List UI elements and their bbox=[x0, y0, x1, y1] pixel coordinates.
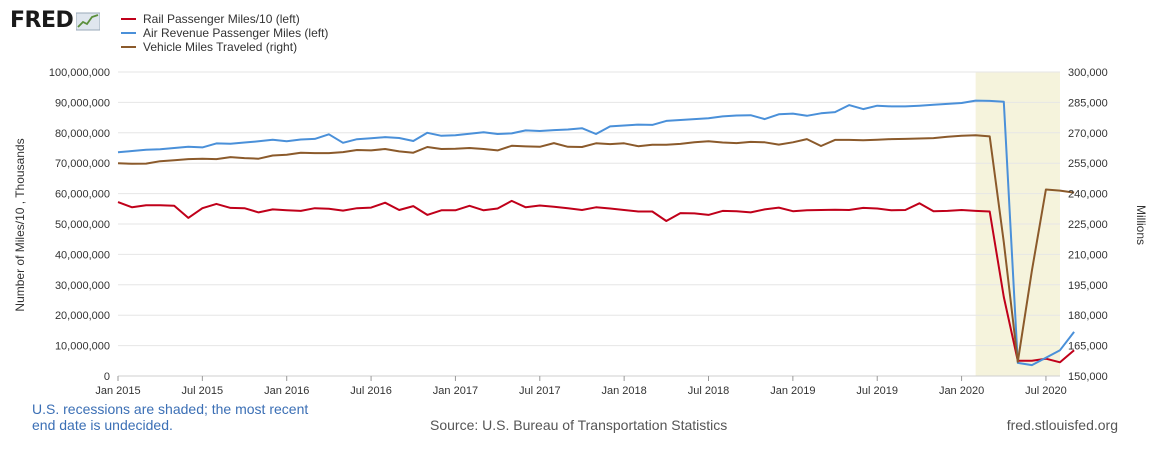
y-tick-label-left: 10,000,000 bbox=[55, 341, 110, 353]
legend-swatch-air bbox=[121, 32, 136, 34]
legend-item-vehicle: Vehicle Miles Traveled (right) bbox=[121, 40, 328, 54]
fred-logo[interactable]: FRED bbox=[10, 8, 101, 33]
legend-swatch-rail bbox=[121, 18, 136, 20]
legend-label-vehicle: Vehicle Miles Traveled (right) bbox=[143, 40, 298, 54]
y-tick-label-left: 60,000,000 bbox=[55, 189, 110, 201]
x-tick-label: Jul 2017 bbox=[519, 385, 561, 397]
y-tick-label-left: 80,000,000 bbox=[55, 128, 110, 140]
fred-logo-text: FRED bbox=[10, 8, 74, 33]
legend-swatch-vehicle bbox=[121, 46, 136, 48]
x-tick-label: Jan 2017 bbox=[433, 385, 478, 397]
x-tick-label: Jan 2015 bbox=[95, 385, 140, 397]
source-text: Source: U.S. Bureau of Transportation St… bbox=[430, 417, 728, 433]
y-tick-label-right: 255,000 bbox=[1068, 158, 1108, 170]
x-tick-label: Jan 2018 bbox=[602, 385, 647, 397]
chart-legend: Rail Passenger Miles/10 (left) Air Reven… bbox=[121, 12, 328, 54]
y-tick-label-right: 180,000 bbox=[1068, 310, 1108, 322]
x-tick-label: Jan 2016 bbox=[264, 385, 309, 397]
x-tick-label: Jan 2019 bbox=[770, 385, 815, 397]
x-tick-label: Jul 2016 bbox=[350, 385, 392, 397]
y-axis-label-right: Millions bbox=[1134, 205, 1148, 245]
y-tick-label-right: 285,000 bbox=[1068, 97, 1108, 109]
y-tick-label-left: 50,000,000 bbox=[55, 219, 110, 231]
y-tick-label-right: 225,000 bbox=[1068, 219, 1108, 231]
y-tick-label-left: 100,000,000 bbox=[49, 67, 110, 79]
y-tick-label-right: 210,000 bbox=[1068, 249, 1108, 261]
y-tick-label-left: 40,000,000 bbox=[55, 249, 110, 261]
series-line-rail bbox=[117, 199, 1075, 364]
y-tick-label-right: 240,000 bbox=[1068, 189, 1108, 201]
legend-label-rail: Rail Passenger Miles/10 (left) bbox=[143, 12, 300, 26]
y-tick-label-right: 150,000 bbox=[1068, 371, 1108, 383]
x-tick-label: Jul 2020 bbox=[1025, 385, 1067, 397]
y-tick-label-left: 30,000,000 bbox=[55, 280, 110, 292]
y-tick-label-left: 90,000,000 bbox=[55, 97, 110, 109]
legend-label-air: Air Revenue Passenger Miles (left) bbox=[143, 26, 329, 40]
y-tick-label-left: 70,000,000 bbox=[55, 158, 110, 170]
series-line-air bbox=[117, 99, 1075, 367]
line-chart: 0 10,000,000 20,000,000 30,000,000 40,000,00… bbox=[13, 67, 1148, 397]
site-link[interactable]: fred.stlouisfed.org bbox=[1006, 417, 1118, 433]
series-line-vehicle bbox=[117, 134, 1075, 363]
x-tick-label: Jan 2020 bbox=[939, 385, 984, 397]
x-tick-label: Jul 2015 bbox=[182, 385, 224, 397]
y-tick-label-right: 195,000 bbox=[1068, 280, 1108, 292]
x-tick-label: Jul 2019 bbox=[856, 385, 898, 397]
legend-item-rail: Rail Passenger Miles/10 (left) bbox=[121, 12, 328, 26]
fred-line-chart-icon bbox=[76, 12, 101, 30]
y-tick-label-left: 20,000,000 bbox=[55, 310, 110, 322]
legend-item-air: Air Revenue Passenger Miles (left) bbox=[121, 26, 328, 40]
recession-note: U.S. recessions are shaded; the most rec… bbox=[32, 401, 309, 433]
y-tick-label-right: 300,000 bbox=[1068, 67, 1108, 79]
y-tick-label-right: 270,000 bbox=[1068, 128, 1108, 140]
y-tick-label-right: 165,000 bbox=[1068, 341, 1108, 353]
y-axis-label-left: Number of Miles/10 , Thousands bbox=[13, 138, 27, 311]
y-tick-label-left: 0 bbox=[104, 371, 110, 383]
x-tick-label: Jul 2018 bbox=[688, 385, 730, 397]
